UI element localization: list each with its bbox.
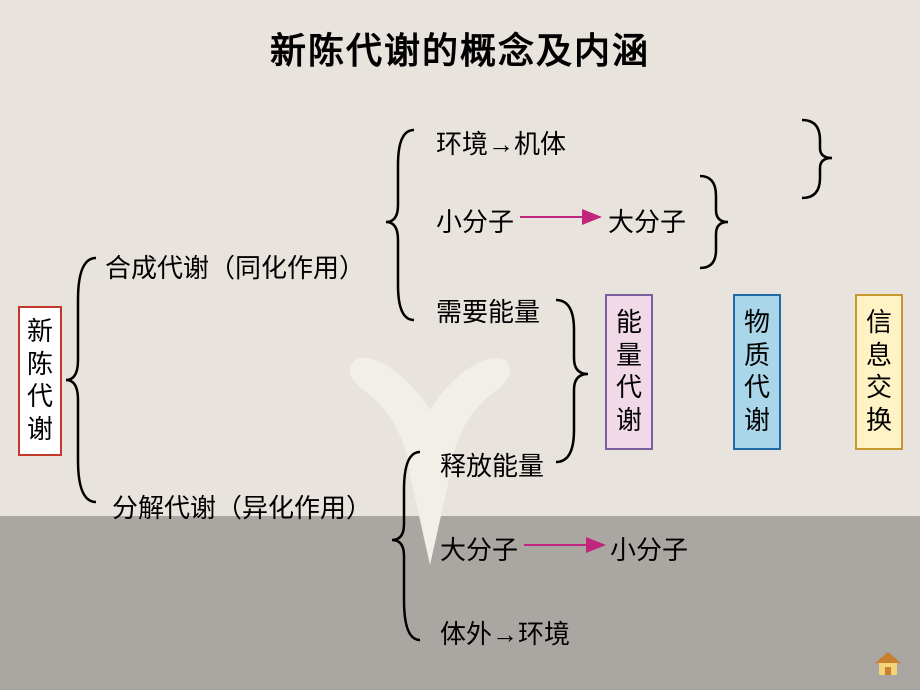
box-info-exchange: 信息交换 (855, 294, 903, 450)
label-anabolism: 合成代谢（同化作用） (105, 248, 365, 285)
label-big-molecule: 大分子 (608, 202, 686, 239)
box-metabolism: 新陈代谢 (18, 306, 62, 456)
label-small-molecule-2: 小分子 (610, 530, 688, 567)
home-icon[interactable] (874, 652, 902, 676)
label-small-molecule: 小分子 (436, 202, 514, 239)
label-big-molecule-2: 大分子 (440, 530, 518, 567)
label-catabolism: 分解代谢（异化作用） (112, 488, 372, 525)
box-substance-metabolism: 物质代谢 (733, 294, 781, 450)
label-need-energy: 需要能量 (436, 292, 540, 329)
label-env-to-body: 环境→机体 (436, 124, 566, 161)
label-body-to-env: 体外→环境 (440, 614, 570, 651)
label-release-energy: 释放能量 (440, 446, 544, 483)
box-energy-metabolism: 能量代谢 (605, 294, 653, 450)
page-title: 新陈代谢的概念及内涵 (0, 22, 920, 74)
